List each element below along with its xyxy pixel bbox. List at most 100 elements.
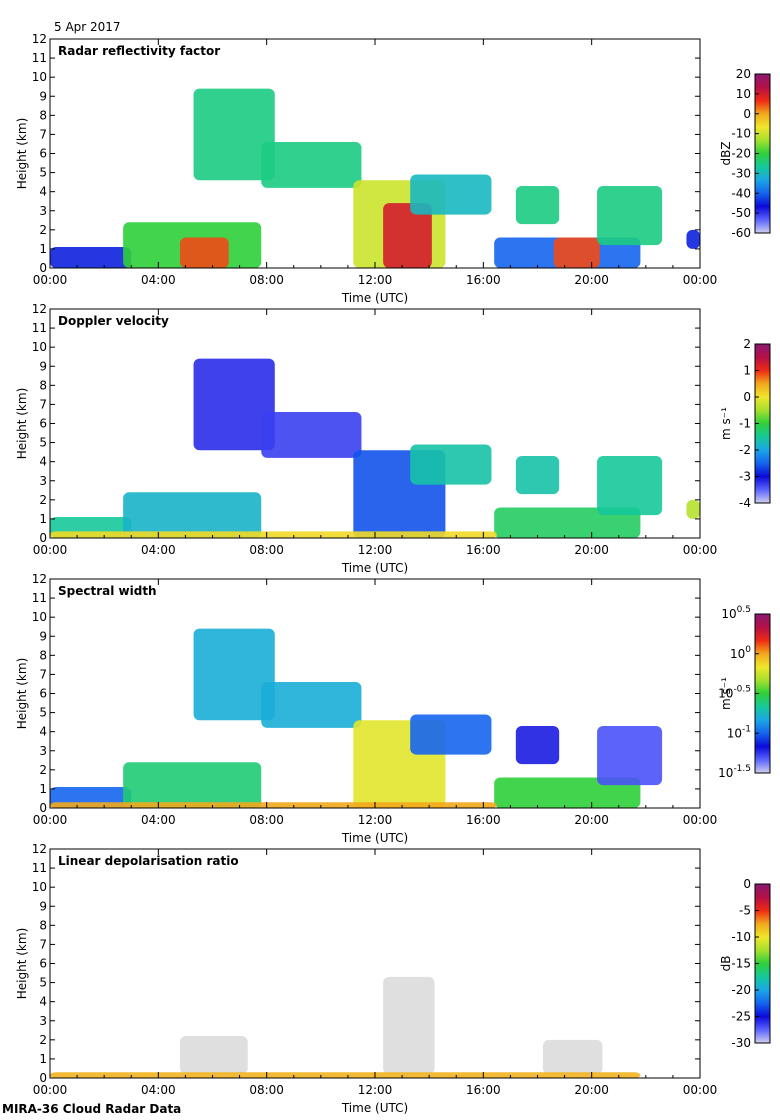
radar-echo — [261, 682, 362, 728]
colorbar-unit: m s⁻¹ — [719, 677, 733, 710]
y-tick-label: 4 — [39, 455, 47, 469]
radar-echo — [383, 203, 432, 268]
colorbar-tick-label: -20 — [731, 147, 751, 161]
colorbar-tick-label: 0 — [743, 390, 751, 404]
radar-echo — [50, 802, 497, 808]
y-tick-label: 8 — [39, 918, 47, 932]
panel-title: Linear depolarisation ratio — [58, 854, 239, 868]
y-tick-label: 0 — [39, 1071, 47, 1085]
plot-area — [50, 849, 700, 1078]
radar-echo — [50, 531, 497, 538]
colorbar-tick-label: 10 — [736, 87, 751, 101]
y-axis-label: Height (km) — [15, 658, 29, 729]
x-tick-label: 00:00 — [33, 273, 68, 287]
y-tick-label: 0 — [39, 531, 47, 545]
radar-echo — [383, 976, 435, 1075]
y-tick-label: 12 — [32, 32, 47, 46]
colorbar-tick-label: -40 — [731, 186, 751, 200]
y-tick-label: 12 — [32, 572, 47, 586]
y-tick-label: 2 — [39, 1033, 47, 1047]
y-tick-label: 4 — [39, 725, 47, 739]
y-tick-label: 0 — [39, 261, 47, 275]
x-tick-label: 00:00 — [33, 813, 68, 827]
y-tick-label: 7 — [39, 667, 47, 681]
radar-echo — [123, 762, 262, 808]
colorbar-tick-label: -10 — [731, 930, 751, 944]
y-tick-label: 3 — [39, 474, 47, 488]
y-tick-label: 8 — [39, 648, 47, 662]
y-tick-label: 3 — [39, 744, 47, 758]
y-tick-label: 9 — [39, 629, 47, 643]
y-tick-label: 1 — [39, 242, 47, 256]
y-tick-label: 1 — [39, 1052, 47, 1066]
radar-echo — [123, 492, 262, 538]
x-tick-label: 20:00 — [574, 273, 609, 287]
colorbar: 0 -5 -10 -15 -20 -25 -30 dB — [719, 877, 771, 1050]
x-axis-label: Time (UTC) — [341, 561, 408, 575]
x-tick-label: 04:00 — [141, 1083, 176, 1097]
y-tick-label: 7 — [39, 937, 47, 951]
y-tick-label: 5 — [39, 436, 47, 450]
y-tick-label: 12 — [32, 302, 47, 316]
radar-echo — [553, 237, 600, 268]
x-tick-label: 12:00 — [358, 813, 393, 827]
x-tick-label: 20:00 — [574, 543, 609, 557]
colorbar-tick-label: 10-1.5 — [718, 764, 751, 780]
y-tick-label: 4 — [39, 185, 47, 199]
x-tick-label: 20:00 — [574, 813, 609, 827]
colorbar: 20 10 0 -10 -20 -30 -40 -50 -60 dBZ — [719, 67, 771, 240]
radar-echo — [542, 1039, 603, 1075]
colorbar: 2 1 0 -1 -2 -3 -4 m s⁻¹ — [719, 337, 771, 510]
colorbar-tick-label: -25 — [731, 1010, 751, 1024]
colorbar-tick-label: 10-1 — [727, 724, 751, 740]
radar-echo — [597, 185, 663, 246]
y-tick-label: 10 — [32, 340, 47, 354]
y-tick-label: 2 — [39, 223, 47, 237]
colorbar-tick-label: -15 — [731, 957, 751, 971]
x-tick-label: 04:00 — [141, 813, 176, 827]
radar-echo — [180, 1036, 248, 1075]
y-tick-label: 0 — [39, 801, 47, 815]
x-tick-label: 04:00 — [141, 273, 176, 287]
y-tick-label: 6 — [39, 147, 47, 161]
y-tick-label: 8 — [39, 108, 47, 122]
colorbar-unit: m s⁻¹ — [719, 407, 733, 440]
panel-title: Spectral width — [58, 584, 157, 598]
colorbar-tick-label: -4 — [739, 496, 751, 510]
radar-echo — [180, 237, 229, 268]
colorbar-tick-label: 1 — [743, 364, 751, 378]
y-tick-label: 5 — [39, 976, 47, 990]
y-tick-label: 7 — [39, 397, 47, 411]
panel-title: Radar reflectivity factor — [58, 44, 220, 58]
colorbar-tick-label: -5 — [739, 904, 751, 918]
y-tick-label: 1 — [39, 782, 47, 796]
x-tick-label: 12:00 — [358, 273, 393, 287]
x-axis-label: Time (UTC) — [341, 831, 408, 845]
y-tick-label: 2 — [39, 493, 47, 507]
y-tick-label: 9 — [39, 359, 47, 373]
x-tick-label: 08:00 — [249, 1083, 284, 1097]
x-tick-label: 08:00 — [249, 273, 284, 287]
y-tick-label: 9 — [39, 89, 47, 103]
y-tick-label: 2 — [39, 763, 47, 777]
x-axis-label: Time (UTC) — [341, 1101, 408, 1115]
x-axis-label: Time (UTC) — [341, 291, 408, 305]
x-tick-label: 08:00 — [249, 813, 284, 827]
x-tick-label: 04:00 — [141, 543, 176, 557]
y-tick-label: 9 — [39, 899, 47, 913]
y-tick-label: 8 — [39, 378, 47, 392]
y-tick-label: 6 — [39, 417, 47, 431]
y-tick-label: 11 — [32, 321, 47, 335]
y-tick-label: 6 — [39, 687, 47, 701]
colorbar-unit: dBZ — [719, 141, 733, 165]
x-tick-label: 00:00 — [33, 543, 68, 557]
echo-layer — [50, 88, 700, 268]
colorbar-tick-label: -60 — [731, 226, 751, 240]
x-tick-label: 16:00 — [466, 813, 501, 827]
panel-title: Doppler velocity — [58, 314, 169, 328]
date-label: 5 Apr 2017 — [54, 20, 121, 34]
